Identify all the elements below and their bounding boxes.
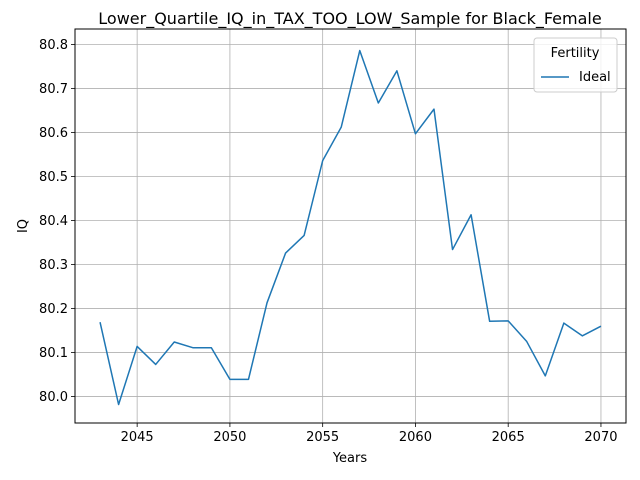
x-axis-title: Years: [332, 451, 368, 466]
y-axis: 80.0 80.1 80.2 80.3 80.4 80.5 80.6 80.7 80.8: [39, 38, 75, 405]
legend: Fertility Ideal: [533, 37, 618, 93]
y-tick-label: 80.7: [39, 82, 68, 97]
y-axis-title: IQ: [16, 219, 31, 233]
x-tick-label: 2050: [213, 430, 246, 445]
y-tick-label: 80.8: [39, 38, 68, 53]
series-layer: [99, 49, 602, 406]
x-tick-label: 2060: [399, 430, 432, 445]
y-tick-label: 80.0: [39, 390, 68, 405]
y-tick-label: 80.3: [39, 258, 68, 273]
x-tick-label: 2045: [121, 430, 154, 445]
y-tick-label: 80.1: [39, 346, 68, 361]
x-tick-label: 2070: [584, 430, 617, 445]
legend-box: [533, 37, 618, 93]
x-tick-label: 2065: [492, 430, 525, 445]
y-tick-label: 80.4: [39, 214, 68, 229]
legend-title: Fertility: [551, 46, 600, 61]
plot-frame: [74, 28, 627, 424]
y-tick-label: 80.2: [39, 302, 68, 317]
y-tick-label: 80.6: [39, 126, 68, 141]
x-axis: 2045 2050 2055 2060 2065 2070: [121, 423, 618, 445]
series-line-ideal: [99, 49, 602, 406]
legend-label-ideal: Ideal: [579, 70, 611, 85]
x-tick-label: 2055: [306, 430, 339, 445]
chart-title: Lower_Quartile_IQ_in_TAX_TOO_LOW_Sample …: [98, 9, 601, 29]
y-tick-label: 80.5: [39, 170, 68, 185]
